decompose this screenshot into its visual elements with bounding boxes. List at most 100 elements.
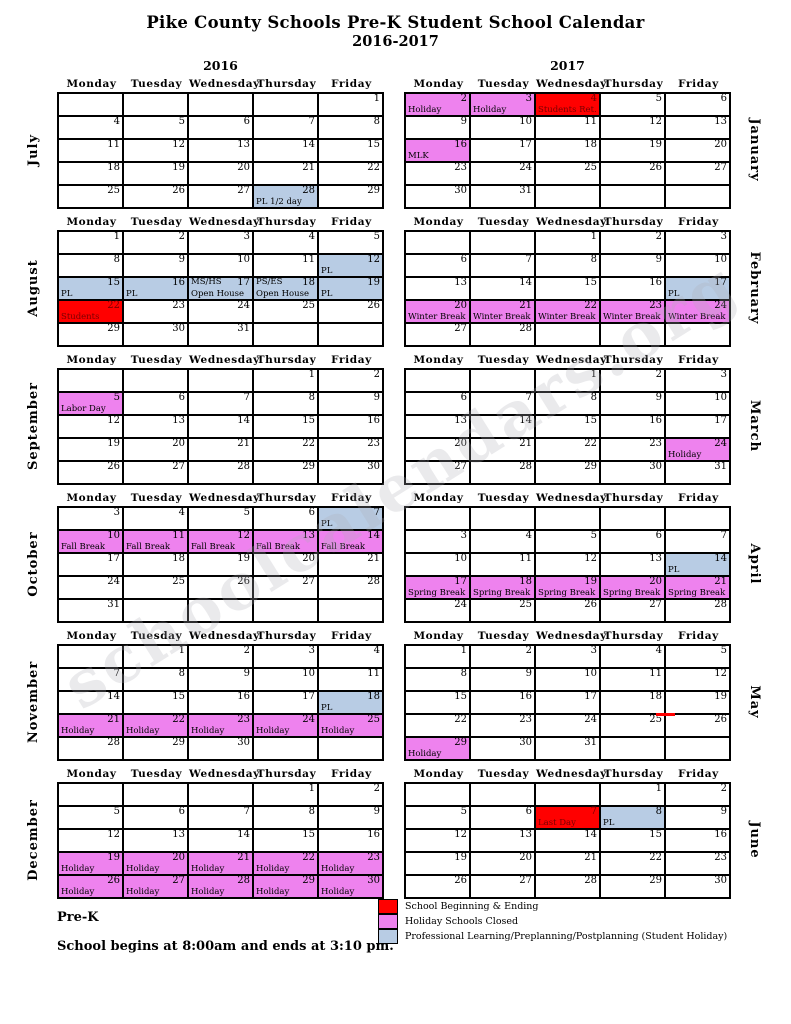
day-cell: 1 (536, 369, 601, 393)
day-number: 22 (649, 852, 662, 863)
day-label: Holiday (408, 749, 442, 759)
day-label: Holiday (191, 887, 225, 897)
day-number: 28 (302, 185, 315, 196)
month-grid: 1 2 3 4 5 8 9 10 11 12 PL 15 PL 16 PL 17 MS/HS Open House… (57, 230, 384, 347)
day-cell: 6 (124, 392, 189, 416)
day-cell: 29 (601, 875, 666, 899)
day-cell: 20 Holiday (124, 852, 189, 876)
day-cell: 13 (124, 829, 189, 853)
weekday-header: Thursday (603, 768, 664, 780)
day-cell: 23 (601, 438, 666, 462)
day-cell: 13 (406, 277, 471, 301)
day-number: 1 (178, 645, 185, 656)
day-cell: 27 (406, 323, 471, 347)
day-cell: 31 (536, 737, 601, 761)
day-number: 9 (373, 806, 380, 817)
day-number: 6 (178, 806, 185, 817)
day-number: 3 (113, 507, 120, 518)
day-number: 26 (107, 875, 120, 886)
day-cell: 6 (471, 806, 536, 830)
day-number: 11 (584, 116, 597, 127)
day-number: 14 (302, 139, 315, 150)
day-number: 22 (454, 714, 467, 725)
day-cell: 12 (124, 139, 189, 163)
day-cell: 16 (471, 691, 536, 715)
day-number: 9 (655, 254, 662, 265)
day-top-label: MS/HS (191, 277, 222, 287)
day-cell (666, 186, 731, 209)
day-number: 5 (590, 530, 597, 541)
school-hours-note: School begins at 8:00am and ends at 3:10… (57, 939, 394, 954)
day-cell: 12 (601, 116, 666, 140)
weekday-header: Thursday (603, 216, 664, 228)
day-number: 18 (584, 139, 597, 150)
day-cell: 7 (189, 806, 254, 830)
weekday-header: Tuesday (130, 630, 183, 642)
month-august: August Monday Tuesday Wednesday Thursday Frid… (26, 216, 384, 347)
day-number: 6 (525, 806, 532, 817)
day-number: 15 (107, 277, 120, 288)
day-label: Holiday (191, 726, 225, 736)
day-cell (124, 94, 189, 117)
day-number: 28 (237, 461, 250, 472)
day-number: 13 (302, 530, 315, 541)
day-number: 30 (367, 875, 380, 886)
day-cell: 30 Holiday (319, 875, 384, 899)
day-cell: 24 (536, 714, 601, 738)
day-number: 15 (649, 829, 662, 840)
day-cell: 12 (406, 829, 471, 853)
day-number: 13 (454, 415, 467, 426)
day-number: 26 (237, 576, 250, 587)
day-cell: 27 (124, 461, 189, 485)
day-cell: 21 (189, 438, 254, 462)
day-number: 4 (590, 93, 597, 104)
day-cell: 28 (536, 875, 601, 899)
day-cell: 11 (59, 139, 124, 163)
month-march: March Monday Tuesday Wednesday Thursday Frida… (404, 354, 762, 485)
day-number: 24 (237, 300, 250, 311)
day-cell: 15 (406, 691, 471, 715)
weekday-header: Monday (66, 216, 117, 228)
weekday-header: Thursday (603, 630, 664, 642)
day-cell: 24 Holiday (254, 714, 319, 738)
day-cell: 29 (536, 461, 601, 485)
weekday-header-row: Monday Tuesday Wednesday Thursday Friday (57, 78, 384, 92)
day-number: 30 (649, 461, 662, 472)
day-number: 29 (107, 323, 120, 334)
weekday-header-row: Monday Tuesday Wednesday Thursday Friday (57, 630, 384, 644)
day-number: 9 (720, 806, 727, 817)
day-cell: 5 (406, 806, 471, 830)
day-cell: 18 (124, 553, 189, 577)
day-number: 23 (714, 852, 727, 863)
day-cell: 19 (59, 438, 124, 462)
day-number: 26 (454, 875, 467, 886)
day-number: 22 (584, 438, 597, 449)
day-number: 25 (107, 185, 120, 196)
day-cell: 28 (189, 461, 254, 485)
day-label: Spring Break (603, 588, 661, 598)
weekday-header: Friday (331, 768, 372, 780)
day-number: 30 (367, 461, 380, 472)
day-cell: 20 (254, 553, 319, 577)
day-cell: 21 (471, 438, 536, 462)
day-cell: 5 (59, 806, 124, 830)
weekday-header: Thursday (256, 216, 317, 228)
day-cell: 13 Fall Break (254, 530, 319, 554)
day-cell: 29 (124, 737, 189, 761)
day-number: 10 (454, 553, 467, 564)
day-cell (471, 784, 536, 807)
month-january: January Monday Tuesday Wednesday Thursday Fri… (404, 78, 762, 209)
day-label: Students Ret. (538, 105, 597, 115)
weekday-header: Monday (66, 492, 117, 504)
day-cell: 1 (536, 231, 601, 255)
day-number: 30 (237, 737, 250, 748)
day-cell: 26 (601, 162, 666, 186)
day-number: 20 (172, 852, 185, 863)
day-number: 14 (107, 691, 120, 702)
month-october: October Monday Tuesday Wednesday Thursday Fri… (26, 492, 384, 623)
day-cell: 19 (601, 139, 666, 163)
day-number: 16 (367, 829, 380, 840)
day-cell: 23 (406, 162, 471, 186)
day-cell: 24 (406, 599, 471, 623)
day-number: 16 (649, 415, 662, 426)
